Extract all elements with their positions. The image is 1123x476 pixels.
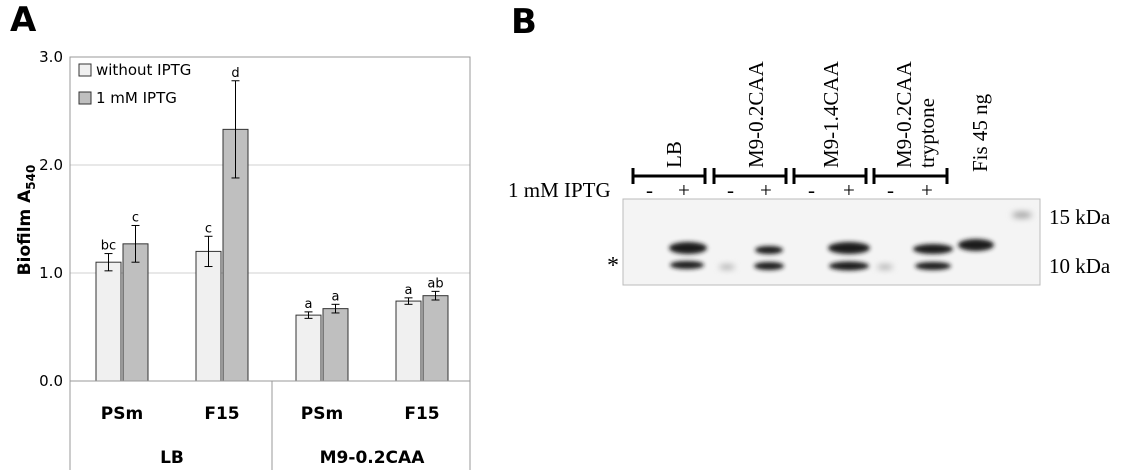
lane-group-tryptone-label: tryptone: [915, 98, 939, 168]
category-label: PSm: [301, 404, 343, 424]
category-label: PSm: [101, 404, 143, 424]
significance-letter: c: [205, 221, 212, 236]
significance-letter: bc: [101, 239, 116, 254]
y-tick-label: 1.0: [39, 264, 63, 282]
bar: [295, 314, 322, 382]
category-label: F15: [404, 404, 439, 424]
lane-group-m9-02caa-label: M9-0.2CAA: [744, 60, 768, 168]
lane-group-m9-14caa-label: M9-1.4CAA: [819, 60, 843, 168]
iptg-row-label: 1 mM IPTG: [508, 178, 611, 202]
legend-swatch: [78, 91, 92, 105]
lane-4-sign: +: [760, 178, 772, 202]
lane-group-lb-label: LB: [662, 141, 686, 168]
legend-label: 1 mM IPTG: [96, 89, 177, 107]
significance-letter: a: [332, 289, 340, 304]
panel-b-letter: B: [511, 2, 537, 42]
category-label: F15: [204, 404, 239, 424]
lane-3-sign: -: [727, 178, 734, 202]
axes-frame: [69, 56, 471, 470]
bar: [395, 300, 422, 382]
group-label: LB: [160, 448, 184, 468]
group-label: M9-0.2CAA: [320, 448, 426, 468]
lane-5-sign: -: [808, 178, 815, 202]
nonspecific-band-asterisk: *: [607, 253, 619, 279]
bar: [195, 250, 222, 382]
marker-15kda-label: 15 kDa: [1049, 205, 1111, 229]
y-tick-label: 2.0: [39, 156, 63, 174]
panel-a-letter: A: [10, 0, 37, 40]
plot-frame: [69, 56, 471, 382]
significance-letter: a: [305, 297, 313, 312]
significance-letter: ab: [427, 276, 443, 291]
significance-letter: c: [132, 210, 139, 225]
legend: without IPTG 1 mM IPTG: [78, 61, 191, 107]
lane-group-brackets: [631, 168, 949, 184]
lane-1-sign: -: [646, 178, 653, 202]
y-axis-label: Biofilm A540: [15, 165, 38, 276]
marker-10kda-label: 10 kDa: [1049, 254, 1111, 278]
legend-label: without IPTG: [96, 61, 191, 79]
bar: [122, 243, 149, 382]
y-axis-label-subscript: 540: [24, 165, 38, 190]
significance-letter: d: [231, 66, 239, 81]
lane-2-sign: +: [678, 178, 690, 202]
lane-6-sign: +: [843, 178, 855, 202]
category-labels: PSm F15 PSm F15 LB M9-0.2CAA: [101, 404, 440, 468]
lane-8-sign: +: [921, 178, 933, 202]
blot-bands: [669, 212, 1032, 271]
lane-7-sign: -: [887, 178, 894, 202]
y-axis-ticks: 0.0 1.0 2.0 3.0: [39, 48, 63, 390]
lane-group-m9-02caa-tryptone-label: M9-0.2CAA: [892, 60, 916, 168]
bar: [422, 295, 449, 382]
significance-letter: a: [405, 283, 413, 298]
y-tick-label: 0.0: [39, 372, 63, 390]
legend-swatch: [78, 63, 92, 77]
y-tick-label: 3.0: [39, 48, 63, 66]
y-axis-label-main: Biofilm A: [15, 189, 35, 276]
standard-lane-label: Fis 45 ng: [968, 93, 992, 172]
